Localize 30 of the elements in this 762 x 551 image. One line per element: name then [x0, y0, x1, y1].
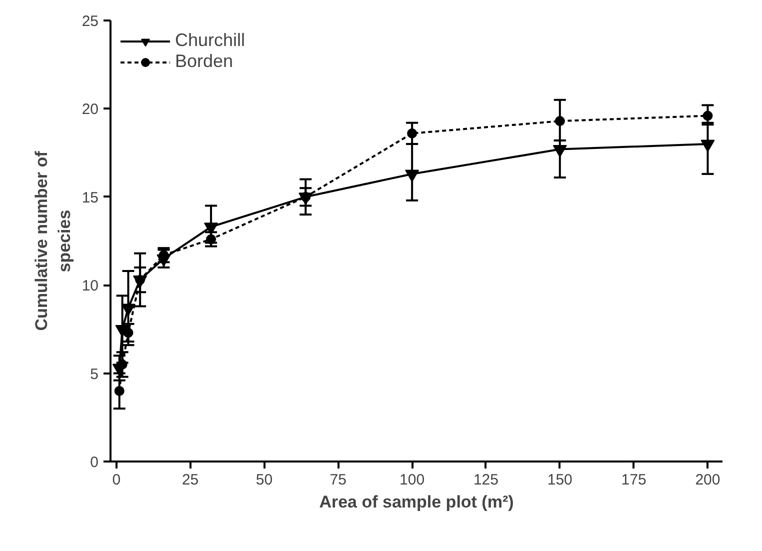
point [123, 328, 134, 338]
legend-label: Churchill [175, 30, 246, 51]
point [700, 140, 715, 152]
y-tick-label: 0 [90, 454, 98, 471]
point [554, 116, 565, 126]
legend-label: Borden [175, 51, 234, 72]
x-axis-title: Area of sample plot (m²) [319, 492, 514, 512]
point [407, 128, 418, 138]
y-tick-label: 5 [90, 366, 98, 383]
y-tick-label: 15 [82, 189, 99, 206]
x-tick-label: 25 [182, 472, 199, 488]
x-tick-label: 125 [473, 472, 498, 488]
y-tick-label: 25 [82, 13, 99, 30]
point [702, 110, 713, 121]
point [552, 145, 567, 158]
x-tick-label: 0 [112, 472, 121, 488]
x-tick-label: 100 [400, 472, 425, 488]
point [117, 359, 128, 370]
x-tick-label: 75 [330, 472, 346, 488]
x-tick-label: 175 [621, 472, 646, 488]
y-tick-label: 20 [82, 101, 99, 118]
point [405, 170, 420, 182]
x-tick-label: 50 [256, 472, 273, 488]
x-tick-label: 200 [695, 472, 720, 488]
y-tick-label: 10 [82, 278, 99, 295]
point [121, 304, 136, 316]
point [204, 222, 218, 235]
point [114, 386, 124, 396]
y-axis-title: Cumulative number of species [32, 150, 74, 331]
x-tick-label: 150 [547, 472, 572, 488]
